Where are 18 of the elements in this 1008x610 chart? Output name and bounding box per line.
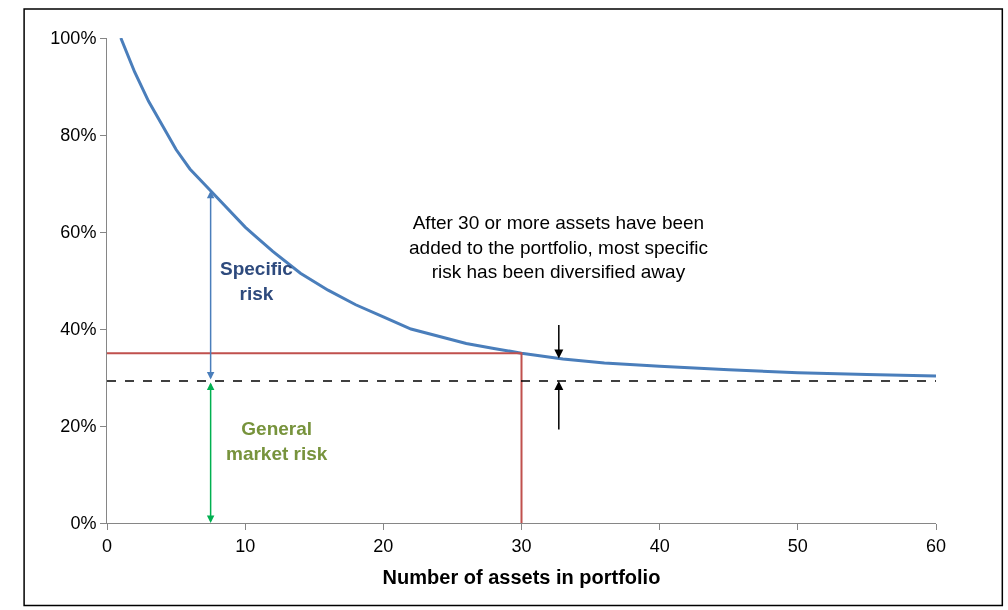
annotation: General market risk xyxy=(226,418,328,464)
x-tick-label: 20 xyxy=(373,535,394,556)
x-tick-label: 50 xyxy=(787,535,808,556)
y-tick-label: 100% xyxy=(50,28,97,49)
x-tick-label: 40 xyxy=(649,535,670,556)
y-tick-label: 40% xyxy=(60,319,97,340)
y-tick-label: 60% xyxy=(60,222,97,243)
annotation: After 30 or more assets have been added to the portfolio, most specific risk has been diversified away xyxy=(409,212,708,283)
x-tick-label: 30 xyxy=(511,535,532,556)
y-tick-label: 20% xyxy=(60,416,97,437)
annotation: Specific risk xyxy=(220,258,294,304)
y-tick-label: 0% xyxy=(70,513,97,534)
x-tick-label: 10 xyxy=(235,535,256,556)
x-tick-label: 60 xyxy=(925,535,947,556)
line-series xyxy=(119,38,936,378)
x-tick-label: 0 xyxy=(101,535,113,556)
x-axis-title: Number of assets in portfolio xyxy=(382,566,661,589)
y-tick-label: 80% xyxy=(60,125,97,146)
